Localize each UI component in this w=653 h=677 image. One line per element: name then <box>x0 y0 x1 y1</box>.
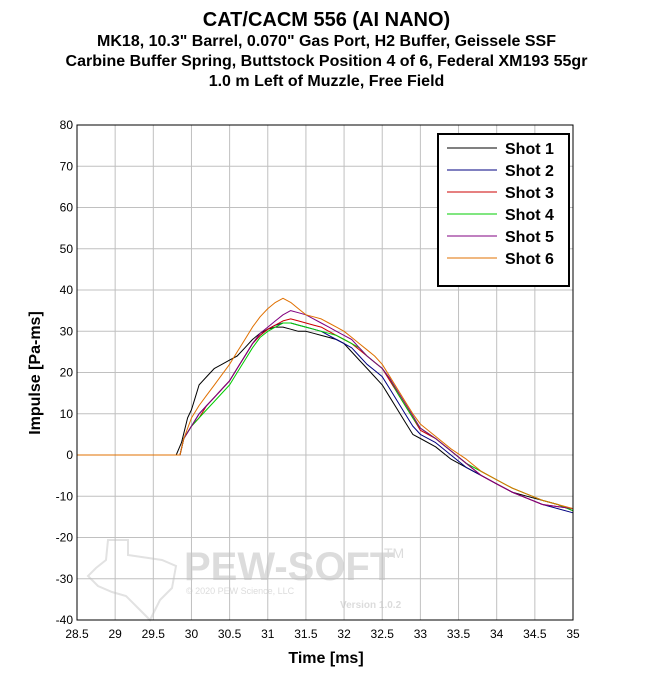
x-tick-label: 28.5 <box>65 627 89 641</box>
legend-label: Shot 5 <box>505 229 554 246</box>
watermark: PEW-SOFT TM © 2020 PEW Science, LLC Vers… <box>86 539 404 622</box>
y-tick-label: -30 <box>56 572 74 586</box>
y-tick-label: 80 <box>60 118 74 132</box>
chart-subtitle-line-3: 1.0 m Left of Muzzle, Free Field <box>208 73 445 90</box>
series-line-shot-4 <box>77 322 574 512</box>
y-tick-label: 30 <box>60 324 74 338</box>
watermark-version: Version 1.0.2 <box>340 600 402 611</box>
series-line-shot-5 <box>77 310 574 510</box>
x-tick-label: 33 <box>414 627 428 641</box>
y-tick-label: -40 <box>56 613 74 627</box>
legend-box <box>437 133 570 287</box>
y-tick-label: 10 <box>60 407 74 421</box>
x-tick-label: 32.5 <box>371 627 395 641</box>
y-tick-label: -10 <box>56 489 74 503</box>
legend-label: Shot 4 <box>505 207 554 224</box>
y-tick-label: 60 <box>60 201 74 215</box>
x-tick-label: 34 <box>490 627 504 641</box>
texas-logo-icon <box>86 539 178 622</box>
y-tick-label: 20 <box>60 366 74 380</box>
y-axis-label: Impulse [Pa-ms] <box>27 311 44 435</box>
y-tick-labels: -40 -30 -20 -10 0 10 20 30 40 50 60 70 80 <box>56 118 74 627</box>
chart-subtitle-line-1: MK18, 10.3" Barrel, 0.070" Gas Port, H2 … <box>97 33 556 50</box>
y-tick-label: 40 <box>60 283 74 297</box>
x-tick-label: 35 <box>566 627 580 641</box>
chart-title: CAT/CACM 556 (AI NANO) <box>202 9 451 31</box>
y-tick-label: 50 <box>60 242 74 256</box>
chart-titles: CAT/CACM 556 (AI NANO) MK18, 10.3" Barre… <box>0 8 653 92</box>
x-tick-label: 31 <box>261 627 275 641</box>
series-line-shot-1 <box>77 326 574 512</box>
x-tick-labels: 28.5 29 29.5 30 30.5 31 31.5 32 32.5 33 33.5 34 34.5… <box>65 627 580 641</box>
y-tick-label: -20 <box>56 531 74 545</box>
x-tick-label: 30 <box>185 627 199 641</box>
series-lines <box>77 297 574 514</box>
plot-frame <box>76 124 574 621</box>
x-tick-label: 33.5 <box>447 627 471 641</box>
watermark-brand: PEW-SOFT <box>184 545 394 589</box>
chart-subtitle-line-2: Carbine Buffer Spring, Buttstock Positio… <box>65 53 588 70</box>
x-tick-label: 31.5 <box>294 627 318 641</box>
legend-label: Shot 3 <box>505 185 554 202</box>
legend-label: Shot 1 <box>505 141 554 158</box>
x-axis-label: Time [ms] <box>288 650 363 667</box>
series-line-shot-2 <box>77 322 574 514</box>
legend-label: Shot 6 <box>505 251 554 268</box>
x-tick-label: 32 <box>337 627 351 641</box>
x-tick-label: 34.5 <box>523 627 547 641</box>
watermark-copyright: © 2020 PEW Science, LLC <box>186 586 295 596</box>
watermark-trademark: TM <box>384 545 404 561</box>
y-tick-label: 0 <box>66 448 73 462</box>
x-tick-label: 29 <box>108 627 122 641</box>
legend-label: Shot 2 <box>505 163 554 180</box>
y-tick-label: 70 <box>60 159 74 173</box>
x-tick-label: 30.5 <box>218 627 242 641</box>
legend: Shot 1 Shot 2 Shot 3 Shot 4 Shot 5 Shot 6 <box>437 133 570 287</box>
x-tick-label: 29.5 <box>142 627 166 641</box>
series-line-shot-6 <box>77 297 574 510</box>
